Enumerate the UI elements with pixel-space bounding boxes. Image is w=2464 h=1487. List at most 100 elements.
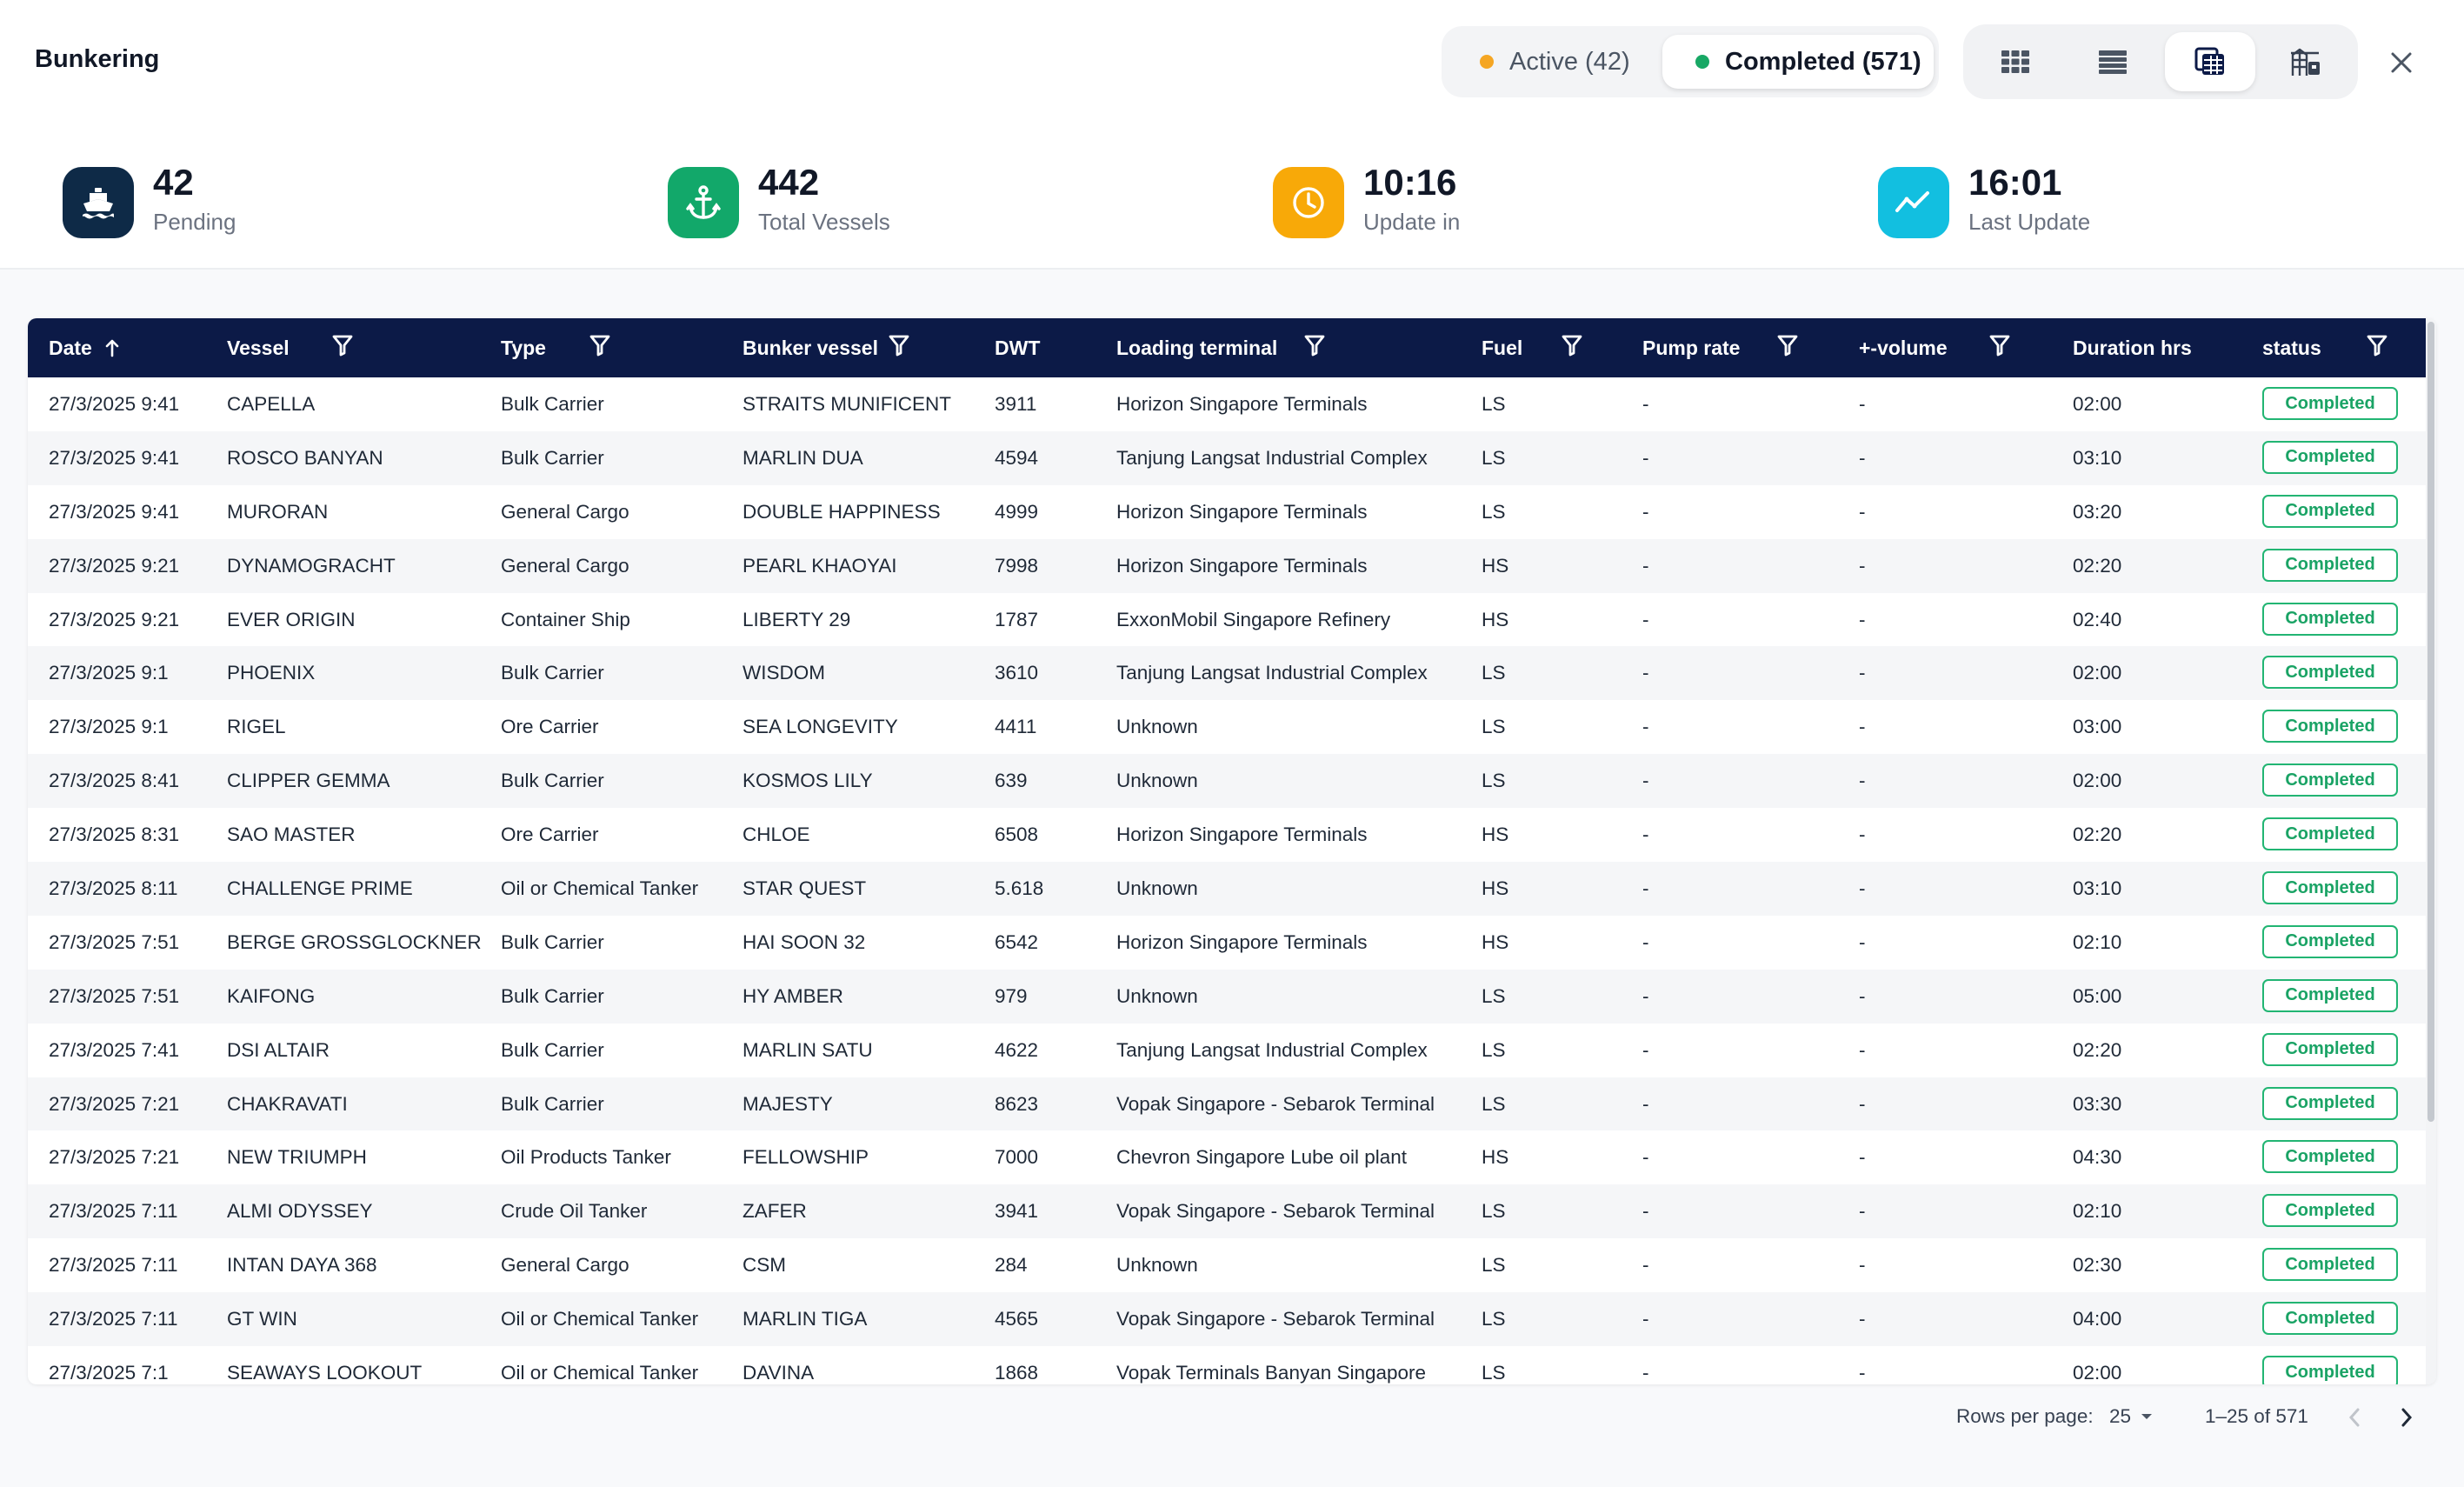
cell-loading-terminal: Vopak Singapore - Sebarok Terminal [1116,1308,1435,1330]
cell-duration: 02:00 [2073,662,2122,684]
cell-volume: - [1859,1308,1866,1330]
cell-date: 27/3/2025 9:41 [49,393,180,415]
table-row[interactable]: 27/3/2025 9:41 CAPELLA Bulk Carrier STRAITS… [28,377,2426,431]
cell-bunker-vessel: FELLOWSHIP [743,1146,869,1169]
table-row[interactable]: 27/3/2025 8:11 CHALLENGE PRIME Oil or Chem… [28,862,2426,916]
table-row[interactable]: 27/3/2025 9:1 RIGEL Ore Carrier SEA LONGEVI… [28,700,2426,754]
column-header-volume[interactable]: +-volume [1859,318,1948,377]
grid-view-button[interactable] [1970,32,2061,91]
status-badge: Completed [2262,494,2398,528]
sort-ascending-icon[interactable] [104,338,120,357]
filter-button-volume[interactable] [1989,318,2010,377]
terminal-view-button[interactable] [2261,32,2351,91]
cell-volume: - [1859,930,1866,953]
column-header-type[interactable]: Type [501,318,546,377]
table-row[interactable]: 27/3/2025 7:51 BERGE GROSSGLOCKNER Bulk Ca… [28,916,2426,970]
filter-button-type[interactable] [589,318,610,377]
table-row[interactable]: 27/3/2025 7:21 NEW TRIUMPH Oil Products Ta… [28,1130,2426,1184]
cell-pump-rate: - [1642,1254,1649,1277]
anchor-icon [686,185,721,219]
cell-volume: - [1859,1092,1866,1115]
cell-duration: 03:00 [2073,716,2122,738]
cell-loading-terminal: Horizon Singapore Terminals [1116,930,1368,953]
cell-dwt: 979 [995,984,1028,1007]
table-row[interactable]: 27/3/2025 7:11 GT WIN Oil or Chemical Tank… [28,1292,2426,1347]
column-header-duration[interactable]: Duration hrs [2073,318,2192,377]
tab-completed[interactable]: Completed (571) [1662,35,1934,89]
view-switcher [1963,24,2358,99]
table-row[interactable]: 27/3/2025 7:21 CHAKRAVATI Bulk Carrier MAJE… [28,1077,2426,1131]
table-row[interactable]: 27/3/2025 9:1 PHOENIX Bulk Carrier WISDOM 36… [28,646,2426,701]
cell-pump-rate: - [1642,770,1649,792]
bunkering-table: Date Vessel Type Bunker vessel DWT Loading te… [28,318,2436,1384]
cell-pump-rate: - [1642,984,1649,1007]
scroll-thumb[interactable] [2427,322,2434,1122]
cell-vessel: MURORAN [227,500,329,523]
table-row[interactable]: 27/3/2025 7:11 ALMI ODYSSEY Crude Oil Tank… [28,1184,2426,1239]
cell-pump-rate: - [1642,446,1649,469]
filter-button-vessel[interactable] [332,318,353,377]
filter-button-pump-rate[interactable] [1777,318,1798,377]
table-row[interactable]: 27/3/2025 9:41 MURORAN General Cargo DOUBLE… [28,485,2426,539]
cell-bunker-vessel: LIBERTY 29 [743,608,851,630]
cell-dwt: 6508 [995,824,1039,846]
column-label-fuel: Fuel [1482,336,1523,359]
stat-vessels-badge [668,167,739,238]
cell-duration: 02:20 [2073,824,2122,846]
table-row[interactable]: 27/3/2025 7:1 SEAWAYS LOOKOUT Oil or Chemi… [28,1346,2426,1384]
cell-duration: 02:00 [2073,393,2122,415]
cell-bunker-vessel: HAI SOON 32 [743,930,866,953]
completed-dot-icon [1695,55,1709,69]
table-row[interactable]: 27/3/2025 7:41 DSI ALTAIR Bulk Carrier MARL… [28,1024,2426,1077]
column-header-loading-terminal[interactable]: Loading terminal [1116,318,1277,377]
table-row[interactable]: 27/3/2025 9:21 EVER ORIGIN Container Ship L… [28,593,2426,647]
cell-dwt: 7000 [995,1146,1039,1169]
status-badge: Completed [2262,440,2398,474]
column-header-bunker-vessel[interactable]: Bunker vessel [743,318,878,377]
filter-button-status[interactable] [2367,318,2387,377]
column-header-fuel[interactable]: Fuel [1482,318,1522,377]
status-badge: Completed [2262,1032,2398,1066]
next-page-button[interactable] [2398,1407,2415,1433]
table-view-button[interactable] [2165,32,2255,91]
status-badge: Completed [2262,1248,2398,1282]
cell-vessel: BERGE GROSSGLOCKNER [227,930,482,953]
cell-dwt: 4622 [995,1038,1039,1061]
header: Bunkering Active (42) Completed (571) [0,0,2464,123]
table-row[interactable]: 27/3/2025 7:51 KAIFONG Bulk Carrier HY AMBE… [28,969,2426,1024]
status-badge: Completed [2262,1302,2398,1336]
filter-button-fuel[interactable] [1562,318,1582,377]
column-header-dwt[interactable]: DWT [995,318,1040,377]
cell-dwt: 639 [995,770,1028,792]
cell-bunker-vessel: MARLIN DUA [743,446,863,469]
table-body: 27/3/2025 9:41 CAPELLA Bulk Carrier STRAITS… [28,377,2426,1384]
column-header-status[interactable]: status [2262,318,2321,377]
previous-page-button[interactable] [2346,1407,2363,1433]
table-row[interactable]: 27/3/2025 8:31 SAO MASTER Ore Carrier CHLOE… [28,808,2426,862]
cell-duration: 02:10 [2073,1200,2122,1223]
rows-per-page-value: 25 [2109,1405,2132,1427]
table-row[interactable]: 27/3/2025 8:41 CLIPPER GEMMA Bulk Carrier K… [28,754,2426,809]
cell-duration: 04:30 [2073,1146,2122,1169]
column-header-pump-rate[interactable]: Pump rate [1642,318,1740,377]
cell-volume: - [1859,446,1866,469]
table-row[interactable]: 27/3/2025 7:11 INTAN DAYA 368 General Carg… [28,1238,2426,1292]
list-view-button[interactable] [2068,32,2158,91]
stat-update-badge [1273,167,1344,238]
table-row[interactable]: 27/3/2025 9:41 ROSCO BANYAN Bulk Carrier MA… [28,430,2426,485]
vertical-scrollbar[interactable] [2426,318,2436,1384]
cell-volume: - [1859,393,1866,415]
tab-active[interactable]: Active (42) [1447,35,1655,89]
filter-button-loading-terminal[interactable] [1304,318,1325,377]
active-dot-icon [1480,55,1494,69]
last-update-label: Last Update [1968,209,2091,235]
close-button[interactable] [2377,38,2426,87]
table-row[interactable]: 27/3/2025 9:21 DYNAMOGRACHT General Cargo P… [28,538,2426,593]
column-header-vessel[interactable]: Vessel [227,318,290,377]
cell-type: Container Ship [501,608,630,630]
column-header-date[interactable]: Date [49,318,120,377]
cell-vessel: CAPELLA [227,393,316,415]
rows-per-page-select[interactable]: 25 [2109,1405,2154,1428]
cell-loading-terminal: Unknown [1116,716,1198,738]
filter-button-bunker-vessel[interactable] [889,318,909,377]
